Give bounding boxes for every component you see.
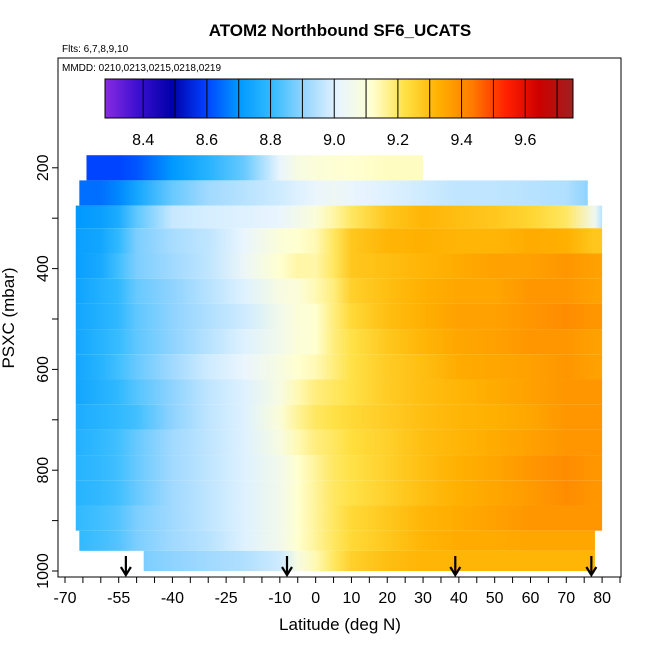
flights-label: Flts: 6,7,8,9,10 — [62, 44, 129, 55]
colorbar-tick-label: 9.2 — [387, 132, 409, 149]
heatmap-band — [75, 329, 603, 355]
x-tick-label: -55 — [107, 590, 130, 607]
colorbar-ramp — [104, 78, 574, 119]
x-tick-label: 0 — [311, 590, 320, 607]
heatmap-band — [75, 455, 603, 481]
y-tick-label: 200 — [35, 154, 52, 181]
chart-title: ATOM2 Northbound SF6_UCATS — [209, 21, 472, 40]
plot-area — [75, 155, 603, 571]
heatmap-band — [75, 278, 603, 304]
heatmap-band — [79, 180, 588, 206]
dates-label: MMDD: 0210,0213,0215,0218,0219 — [62, 63, 221, 74]
heatmap-band — [75, 228, 603, 254]
colorbar: 8.4 8.6 8.8 9.0 9.2 9.4 9.6 — [104, 78, 574, 149]
x-tick-label: 60 — [522, 590, 540, 607]
x-tick-label: -10 — [268, 590, 291, 607]
heatmap-band — [75, 429, 603, 456]
heatmap-band — [79, 530, 595, 551]
y-tick-label: 600 — [35, 356, 52, 383]
x-tick-label: -70 — [53, 590, 76, 607]
x-tick-label: 80 — [593, 590, 611, 607]
colorbar-tick-label: 8.6 — [196, 132, 218, 149]
colorbar-tick-label: 9.4 — [450, 132, 472, 149]
flight-arrow-head — [449, 566, 462, 578]
flight-arrow-head — [119, 566, 132, 578]
y-axis-label: PSXC (mbar) — [0, 267, 18, 368]
x-tick-label: 20 — [378, 590, 396, 607]
x-tick-label: -40 — [161, 590, 184, 607]
heatmap-band — [143, 550, 595, 571]
colorbar-tick-label: 9.6 — [514, 132, 536, 149]
heatmap-band — [75, 480, 603, 506]
heatmap-band — [75, 253, 603, 279]
x-axis: -70 -55 -40 -25 -10 0 10 20 30 40 50 60 70 80 — [53, 576, 621, 607]
heatmap-band — [75, 505, 603, 531]
x-tick-label: -25 — [215, 590, 238, 607]
x-axis-label: Latitude (deg N) — [279, 615, 401, 634]
heatmap-band — [75, 404, 603, 430]
y-tick-label: 400 — [35, 255, 52, 282]
heatmap-band — [75, 205, 603, 229]
colorbar-tick-label: 8.8 — [259, 132, 281, 149]
x-tick-label: 50 — [486, 590, 504, 607]
y-tick-label: 800 — [35, 457, 52, 484]
y-axis: 200 400 600 800 1000 — [35, 154, 59, 589]
x-tick-label: 40 — [450, 590, 468, 607]
colorbar-tick-label: 8.4 — [132, 132, 154, 149]
flight-arrow-head — [585, 566, 598, 578]
heatmap-band — [75, 379, 603, 405]
x-tick-label: 30 — [414, 590, 432, 607]
arrow-markers — [119, 556, 598, 578]
heatmap-band — [75, 303, 603, 330]
flight-arrow-head — [281, 566, 293, 578]
heatmap-band — [86, 155, 424, 181]
x-tick-label: 70 — [557, 590, 575, 607]
colorbar-tick-label: 9.0 — [323, 132, 345, 149]
x-tick-label: 10 — [343, 590, 361, 607]
y-tick-label: 1000 — [35, 553, 52, 589]
heatmap-band — [75, 354, 603, 380]
